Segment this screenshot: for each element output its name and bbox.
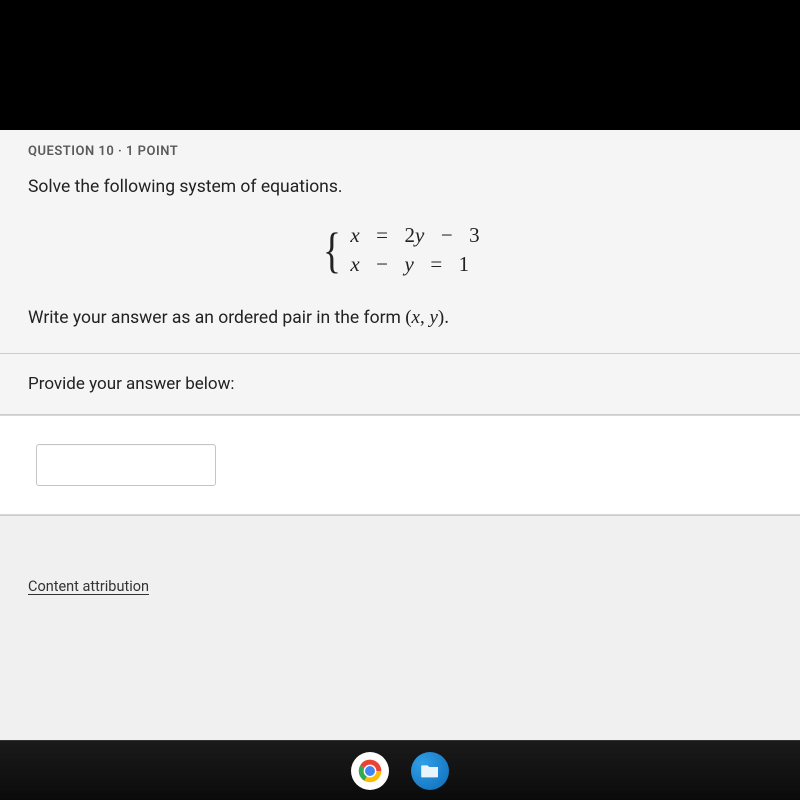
answer-input[interactable] [36, 444, 216, 486]
equation-system: { x = 2y − 3 x − y = 1 [28, 223, 772, 277]
quiz-screen: QUESTION 10 · 1 POINT Solve the followin… [0, 130, 800, 740]
question-number-label: QUESTION 10 · 1 POINT [28, 144, 772, 159]
files-app-icon[interactable] [411, 752, 449, 790]
chrome-app-icon[interactable] [351, 752, 389, 790]
chrome-icon [353, 754, 387, 788]
folder-icon [420, 763, 440, 779]
equation-2: x − y = 1 [350, 252, 479, 277]
provide-answer-label: Provide your answer below: [28, 354, 772, 414]
system-brace-icon: { [323, 229, 341, 272]
question-card: QUESTION 10 · 1 POINT Solve the followin… [0, 130, 800, 516]
equation-1: x = 2y − 3 [350, 223, 479, 248]
instruction-text: Write your answer as an ordered pair in … [28, 308, 405, 328]
taskbar [0, 740, 800, 800]
question-prompt: Solve the following system of equations. [28, 177, 772, 197]
answer-row [0, 415, 800, 515]
content-attribution-link[interactable]: Content attribution [28, 578, 149, 595]
answer-format-instruction: Write your answer as an ordered pair in … [28, 307, 772, 329]
attribution-area: Content attribution [0, 516, 800, 615]
